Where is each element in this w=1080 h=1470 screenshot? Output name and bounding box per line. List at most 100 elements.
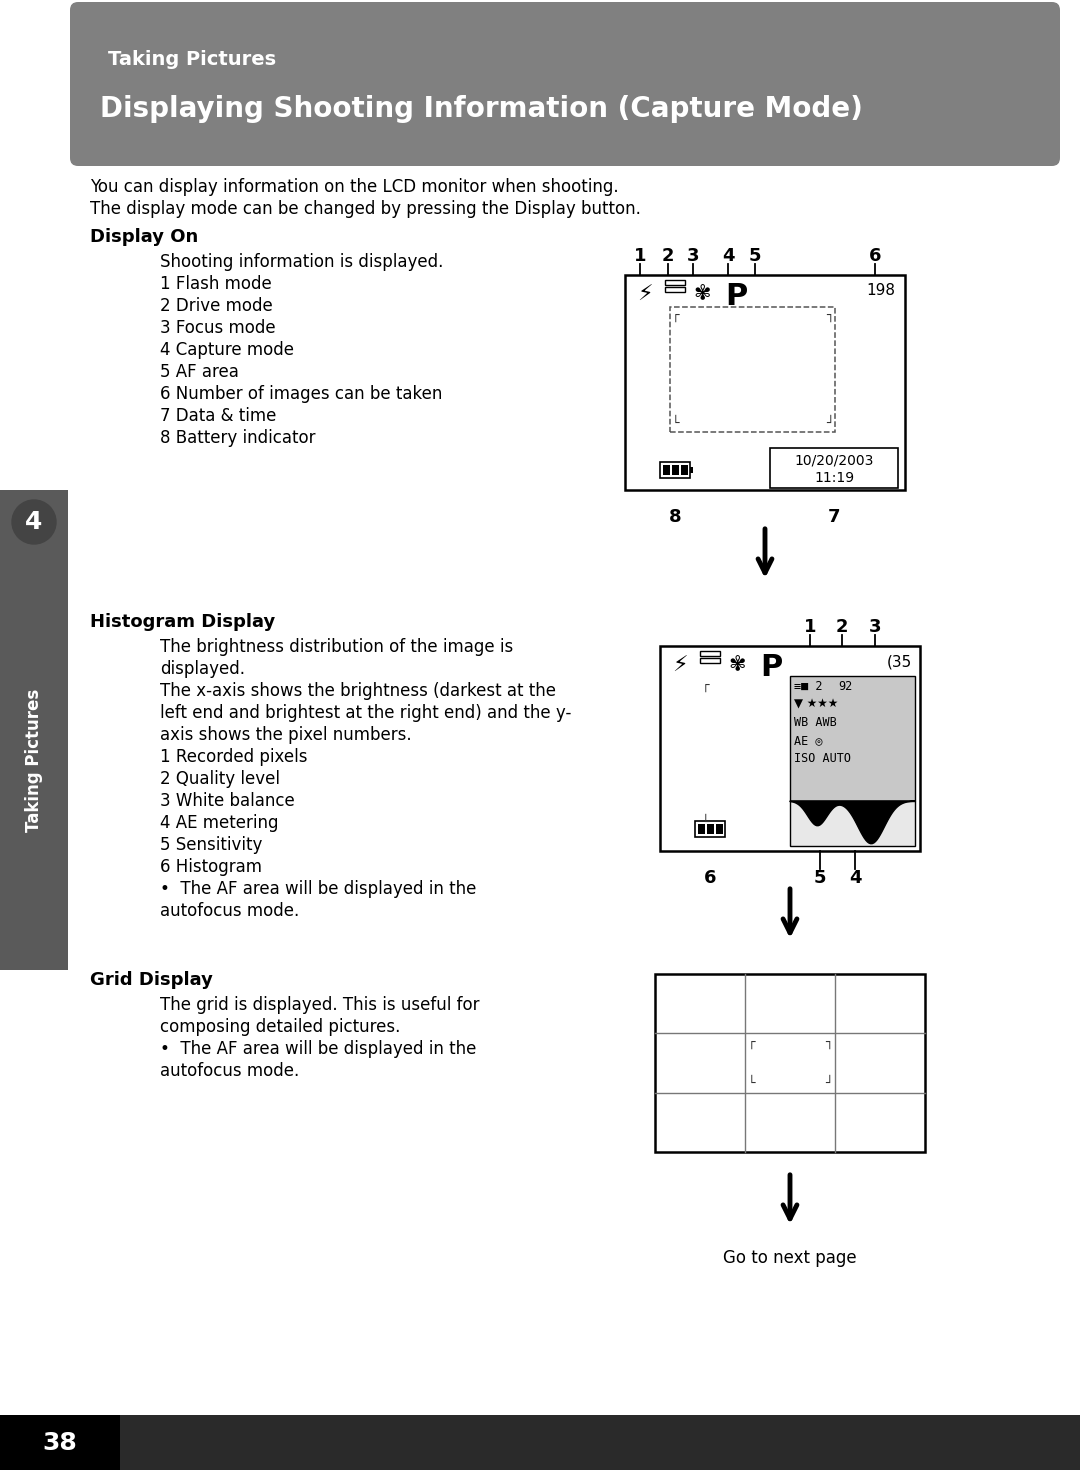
Text: ┐: ┐ xyxy=(825,1036,833,1050)
Text: 6: 6 xyxy=(868,247,881,265)
Text: 1: 1 xyxy=(634,247,646,265)
Text: axis shows the pixel numbers.: axis shows the pixel numbers. xyxy=(160,726,411,744)
Bar xyxy=(0,1416,120,1470)
Text: ≡■ 2: ≡■ 2 xyxy=(794,681,823,692)
Text: The x-axis shows the brightness (darkest at the: The x-axis shows the brightness (darkest… xyxy=(160,682,556,700)
Text: 1 Flash mode: 1 Flash mode xyxy=(160,275,272,293)
Bar xyxy=(770,448,897,488)
Text: You can display information on the LCD monitor when shooting.: You can display information on the LCD m… xyxy=(90,178,619,196)
Text: └: └ xyxy=(672,417,679,431)
Text: ┌: ┌ xyxy=(672,309,679,322)
Text: •  The AF area will be displayed in the: • The AF area will be displayed in the xyxy=(160,1039,476,1058)
Text: 3: 3 xyxy=(868,617,881,637)
Text: autofocus mode.: autofocus mode. xyxy=(160,903,299,920)
Text: Grid Display: Grid Display xyxy=(90,972,213,989)
Text: Histogram Display: Histogram Display xyxy=(90,613,275,631)
Text: 2 Drive mode: 2 Drive mode xyxy=(160,297,273,315)
Text: 38: 38 xyxy=(42,1430,78,1454)
Text: 6 Histogram: 6 Histogram xyxy=(160,858,262,876)
Text: 198: 198 xyxy=(866,284,895,298)
FancyBboxPatch shape xyxy=(70,1,1059,166)
Text: P: P xyxy=(760,653,782,682)
Polygon shape xyxy=(789,801,915,844)
Text: 5 AF area: 5 AF area xyxy=(160,363,239,381)
Text: 1 Recorded pixels: 1 Recorded pixels xyxy=(160,748,308,766)
Bar xyxy=(696,822,725,836)
Text: •  The AF area will be displayed in the: • The AF area will be displayed in the xyxy=(160,881,476,898)
Text: The brightness distribution of the image is: The brightness distribution of the image… xyxy=(160,638,513,656)
Bar xyxy=(700,651,720,656)
Bar xyxy=(665,287,685,293)
Text: The display mode can be changed by pressing the Display button.: The display mode can be changed by press… xyxy=(90,200,640,218)
Text: 8 Battery indicator: 8 Battery indicator xyxy=(160,429,315,447)
Text: ┘: ┘ xyxy=(826,417,834,431)
Text: (35: (35 xyxy=(887,654,912,669)
Circle shape xyxy=(12,500,56,544)
Text: ▼ ★★★: ▼ ★★★ xyxy=(794,698,838,711)
Text: Go to next page: Go to next page xyxy=(724,1250,856,1267)
Text: composing detailed pictures.: composing detailed pictures. xyxy=(160,1019,401,1036)
Text: 3 Focus mode: 3 Focus mode xyxy=(160,319,275,337)
Text: 2: 2 xyxy=(836,617,848,637)
Text: Shooting information is displayed.: Shooting information is displayed. xyxy=(160,253,444,270)
Text: 7 Data & time: 7 Data & time xyxy=(160,407,276,425)
Text: 1: 1 xyxy=(804,617,816,637)
Text: 6 Number of images can be taken: 6 Number of images can be taken xyxy=(160,385,443,403)
Text: Taking Pictures: Taking Pictures xyxy=(25,688,43,832)
Text: ⚡: ⚡ xyxy=(672,656,688,676)
Text: ISO AUTO: ISO AUTO xyxy=(794,753,851,764)
Text: 5: 5 xyxy=(748,247,761,265)
Text: WB AWB: WB AWB xyxy=(794,716,837,729)
Text: left end and brightest at the right end) and the y-: left end and brightest at the right end)… xyxy=(160,704,571,722)
Text: 4 AE metering: 4 AE metering xyxy=(160,814,279,832)
Text: 3: 3 xyxy=(687,247,699,265)
Text: 4 Capture mode: 4 Capture mode xyxy=(160,341,294,359)
Text: The grid is displayed. This is useful for: The grid is displayed. This is useful fo… xyxy=(160,997,480,1014)
Bar xyxy=(665,279,685,285)
Text: 7: 7 xyxy=(827,509,840,526)
Text: 3 White balance: 3 White balance xyxy=(160,792,295,810)
Bar xyxy=(690,467,693,473)
Bar xyxy=(700,659,720,663)
Bar xyxy=(660,462,690,478)
Text: 92: 92 xyxy=(838,681,852,692)
Text: AE ◎: AE ◎ xyxy=(794,734,823,747)
Text: 6: 6 xyxy=(704,869,716,886)
Text: ⚡: ⚡ xyxy=(637,285,652,304)
Bar xyxy=(716,825,723,833)
Text: 10/20/2003: 10/20/2003 xyxy=(794,453,874,467)
Text: └: └ xyxy=(702,816,710,829)
Text: ┌: ┌ xyxy=(748,1036,756,1050)
Text: ┌: ┌ xyxy=(702,679,710,692)
Bar xyxy=(654,975,924,1152)
Bar xyxy=(672,465,679,475)
Text: └: └ xyxy=(748,1076,756,1089)
Text: ┘: ┘ xyxy=(825,1076,833,1089)
Text: ┐: ┐ xyxy=(826,309,834,322)
Text: Taking Pictures: Taking Pictures xyxy=(108,50,276,69)
Text: 4: 4 xyxy=(849,869,861,886)
Bar xyxy=(681,465,688,475)
Bar xyxy=(707,825,714,833)
Text: Displaying Shooting Information (Capture Mode): Displaying Shooting Information (Capture… xyxy=(100,96,863,123)
Bar xyxy=(789,801,915,847)
Text: Display On: Display On xyxy=(90,228,199,245)
Text: ✾: ✾ xyxy=(693,284,711,303)
Text: displayed.: displayed. xyxy=(160,660,245,678)
Text: 8: 8 xyxy=(669,509,681,526)
Bar xyxy=(663,465,670,475)
Text: 2 Quality level: 2 Quality level xyxy=(160,770,280,788)
Text: 4: 4 xyxy=(25,510,43,534)
Text: ✾: ✾ xyxy=(728,654,745,675)
Bar xyxy=(698,825,705,833)
Text: P: P xyxy=(725,282,747,312)
Text: 11:19: 11:19 xyxy=(814,470,854,485)
Bar xyxy=(670,307,835,432)
Bar xyxy=(660,645,920,851)
Text: 2: 2 xyxy=(662,247,674,265)
Bar xyxy=(789,676,915,801)
Text: 5: 5 xyxy=(813,869,826,886)
Bar xyxy=(0,490,68,970)
Text: 5 Sensitivity: 5 Sensitivity xyxy=(160,836,262,854)
Text: autofocus mode.: autofocus mode. xyxy=(160,1061,299,1080)
